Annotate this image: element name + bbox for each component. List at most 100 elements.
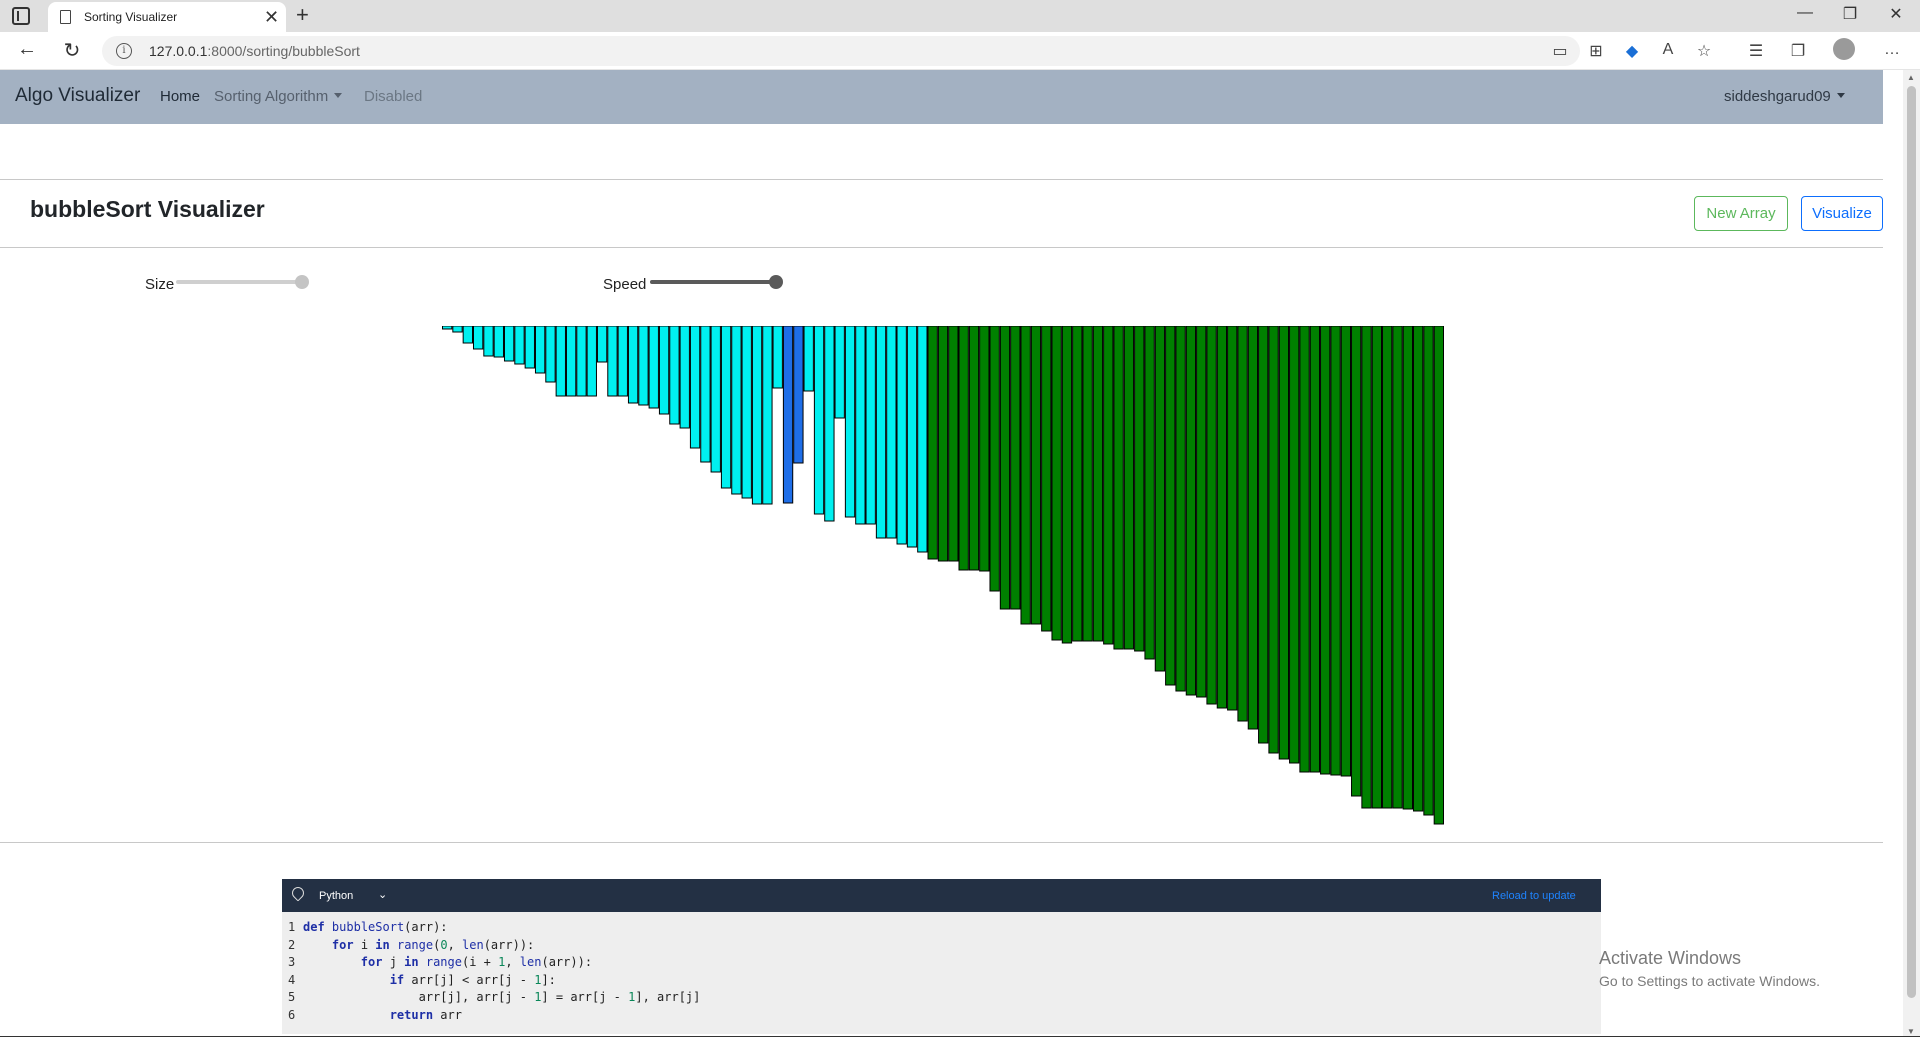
user-dropdown[interactable]: siddeshgarud09 (1724, 88, 1845, 105)
array-bar (1299, 326, 1310, 773)
browser-tab[interactable]: Sorting Visualizer ✕ (48, 2, 286, 32)
refresh-icon[interactable]: ↻ (63, 40, 81, 62)
line-number: 5 (288, 990, 296, 1004)
array-bar (1144, 326, 1155, 660)
pin-icon[interactable] (289, 884, 307, 902)
scroll-up-icon[interactable]: ▲ (1907, 73, 1915, 82)
array-bar (442, 326, 453, 330)
array-bar (1103, 326, 1114, 645)
array-bar (844, 326, 856, 518)
array-bar (979, 326, 990, 572)
array-bar (565, 326, 577, 397)
array-bar (1123, 326, 1135, 650)
shopping-tag-icon[interactable]: ◆ (1625, 43, 1639, 60)
chevron-down-icon[interactable]: ⌄ (378, 889, 388, 901)
array-bar (1413, 326, 1424, 812)
speed-slider[interactable] (650, 280, 776, 284)
array-bar (638, 326, 649, 406)
array-bar (948, 326, 959, 562)
browser-tab-strip: Sorting Visualizer ✕ + — ❐ ✕ (0, 0, 1920, 32)
nav-sorting-dropdown[interactable]: Sorting Algorithm (214, 88, 343, 105)
read-mode-icon[interactable]: ▭ (1552, 43, 1568, 60)
address-toolbar: ← ↻ i 127.0.0.1:8000/sorting/bubbleSort … (0, 32, 1920, 70)
taskbar-edge (0, 1036, 1920, 1041)
url-path: :8000/sorting/bubbleSort (207, 43, 360, 59)
apps-icon[interactable]: ⊞ (1589, 43, 1603, 60)
add-favorite-icon[interactable]: ☆ (1696, 43, 1712, 60)
array-bar (1340, 326, 1352, 777)
close-window-button[interactable]: ✕ (1889, 6, 1903, 23)
new-tab-button[interactable]: + (296, 2, 309, 27)
tab-actions-icon[interactable] (12, 7, 30, 25)
array-bar (503, 326, 515, 362)
close-tab-icon[interactable]: ✕ (264, 7, 280, 27)
scrollbar-thumb[interactable] (1907, 86, 1916, 998)
nav-home-link[interactable]: Home (160, 88, 201, 105)
size-label: Size (145, 276, 175, 293)
address-bar[interactable]: i 127.0.0.1:8000/sorting/bubbleSort (102, 36, 1580, 66)
more-icon[interactable]: … (1884, 41, 1900, 58)
page-scrollbar[interactable]: ▲ ▼ (1903, 70, 1920, 1041)
chevron-down-icon (1836, 93, 1845, 98)
array-bar (555, 326, 566, 397)
editor-header: Python ⌄ Reload to update (282, 879, 1601, 912)
restore-button[interactable]: ❐ (1842, 6, 1858, 23)
array-bar (958, 326, 969, 571)
code-area[interactable]: 1 def bubbleSort(arr): 2 for i in range(0,… (282, 912, 1601, 1034)
profile-icon[interactable] (1832, 38, 1856, 65)
array-bar (1247, 326, 1259, 730)
back-icon[interactable]: ← (17, 38, 37, 60)
favorites-icon[interactable]: ☰ (1748, 43, 1764, 60)
divider (0, 842, 1883, 843)
divider (0, 247, 1883, 248)
array-bar (524, 326, 535, 369)
array-bar (1216, 326, 1228, 709)
read-aloud-icon[interactable]: A (1662, 41, 1674, 58)
array-bar (793, 326, 804, 464)
info-icon[interactable]: i (116, 43, 132, 59)
code-text: def bubbleSort(arr): (303, 920, 448, 934)
scroll-down-icon[interactable]: ▼ (1907, 1027, 1915, 1036)
array-bar (917, 326, 928, 553)
array-bar (1227, 326, 1238, 711)
array-bar (855, 326, 866, 525)
code-text: for j in range(i + 1, len(arr)): (360, 955, 593, 969)
reload-link[interactable]: Reload to update (1492, 890, 1576, 902)
collections-icon[interactable]: ❐ (1790, 43, 1806, 60)
array-bar (968, 326, 980, 571)
new-array-button[interactable]: New Array (1694, 196, 1788, 231)
array-bar (679, 326, 690, 429)
array-bar (1423, 326, 1434, 816)
speed-label: Speed (603, 276, 647, 293)
array-bar (493, 326, 504, 358)
array-bar (1051, 326, 1062, 641)
array-bar (1268, 326, 1279, 754)
array-bar (689, 326, 701, 449)
visualize-button[interactable]: Visualize (1801, 196, 1883, 231)
array-bar (472, 326, 484, 350)
language-label: Python (319, 890, 354, 902)
array-bar (989, 326, 1000, 592)
line-number: 3 (288, 955, 296, 969)
array-bar (927, 326, 938, 560)
size-slider[interactable] (176, 280, 302, 284)
array-bar (1392, 326, 1403, 809)
speed-slider-thumb[interactable] (769, 275, 783, 289)
array-bar (731, 326, 742, 495)
nav-sorting-label: Sorting Algorithm (214, 88, 329, 105)
minimize-button[interactable]: — (1797, 4, 1813, 21)
array-bar (700, 326, 711, 463)
array-bar (534, 326, 546, 374)
array-bar (1258, 326, 1269, 744)
array-bar (1196, 326, 1207, 698)
array-bar (1030, 326, 1042, 625)
line-number: 6 (288, 1007, 296, 1022)
array-bar (648, 326, 659, 409)
array-bar (886, 326, 897, 539)
array-bar (1309, 326, 1321, 773)
size-slider-thumb[interactable] (295, 275, 309, 289)
code-editor[interactable]: Python ⌄ Reload to update 1 def bubbleSor… (282, 879, 1601, 1034)
brand-link[interactable]: Algo Visualizer (15, 85, 141, 106)
array-bar (658, 326, 670, 415)
activate-windows-subtitle: Go to Settings to activate Windows. (1599, 973, 1820, 989)
